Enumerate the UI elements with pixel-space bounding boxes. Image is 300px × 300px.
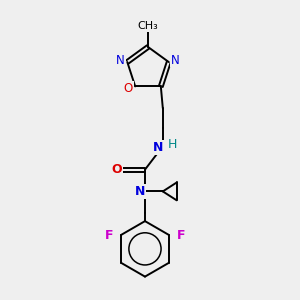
Text: O: O xyxy=(111,163,122,176)
Text: N: N xyxy=(116,53,125,67)
Text: CH₃: CH₃ xyxy=(138,21,158,31)
Text: F: F xyxy=(105,229,113,242)
Text: O: O xyxy=(124,82,133,95)
Text: N: N xyxy=(171,53,180,67)
Text: F: F xyxy=(177,229,185,242)
Text: N: N xyxy=(135,185,145,198)
Text: N: N xyxy=(153,141,163,154)
Text: H: H xyxy=(168,138,177,151)
